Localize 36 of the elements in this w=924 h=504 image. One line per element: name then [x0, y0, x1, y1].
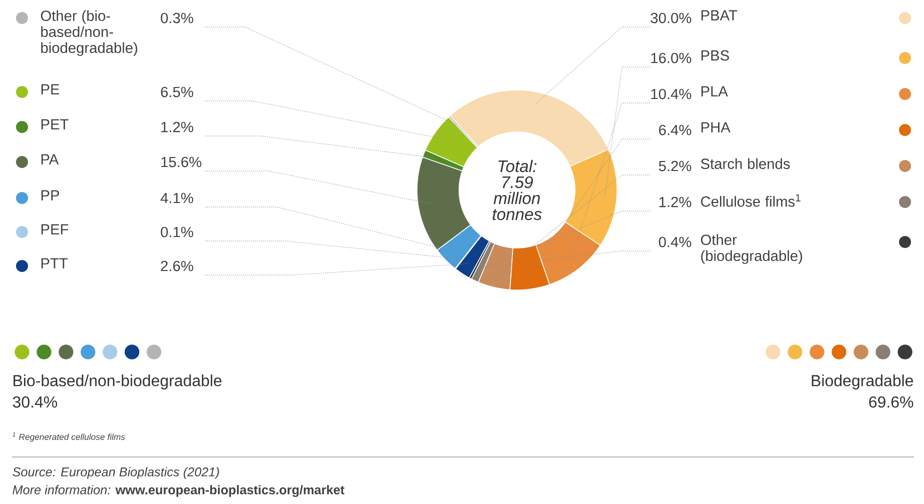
data-label: 0.3%	[160, 12, 194, 24]
data-label: 5.2%	[658, 160, 692, 172]
slice-label: PBAT	[701, 10, 738, 20]
legend-label: PTT	[41, 258, 68, 268]
text: $^{1}$ Regenerated cellulose films	[12, 432, 125, 442]
data-label: 10.4%	[651, 88, 692, 100]
legend-label: PA	[41, 154, 59, 164]
text: Bio-based/non-biodegradable	[14, 374, 222, 390]
data-label: 2.6%	[161, 260, 194, 272]
data-label: 6.4%	[659, 124, 692, 136]
data-label: 1.2%	[659, 196, 692, 208]
text: Biodegradable	[812, 374, 913, 390]
data-label: 6.5%	[161, 86, 194, 98]
slice-label: Starch blends	[700, 158, 790, 170]
data-label: 0.4%	[658, 236, 692, 248]
legend-label: Other (bio-based/non-biodegradable)	[40, 10, 138, 56]
slice-label: PHA	[701, 122, 730, 132]
text: More information: www.european-bioplastics.org/market	[12, 485, 344, 497]
data-label: 0.1%	[160, 226, 194, 238]
data-label: 1.2%	[161, 122, 194, 132]
legend-label: PET	[41, 119, 68, 130]
slice-label: Other (biodegradable)	[700, 234, 802, 264]
data-label: 16.0%	[651, 52, 692, 64]
text: Source: European Bioplastics (2021)	[12, 467, 219, 479]
data-label: 15.6%	[161, 156, 202, 168]
text: 69.6%	[869, 396, 914, 408]
legend-label: PP	[41, 190, 60, 200]
legend-label: PEF	[41, 224, 68, 234]
legend-label: PE	[41, 84, 60, 94]
slice-label: PLA	[701, 86, 728, 96]
slice-label: Cellulose films$^{1}$	[701, 194, 800, 207]
data-label: 30.0%	[650, 12, 692, 24]
text: 30.4%	[12, 396, 58, 408]
data-label: 4.1%	[160, 192, 194, 204]
slice-label: PBS	[701, 50, 729, 61]
text: Total: 7.59 million tonnes	[492, 160, 542, 220]
